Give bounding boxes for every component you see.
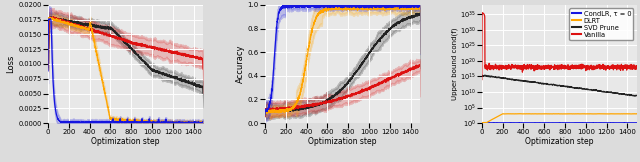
Legend: CondLR, τ = 0, DLRT, SVD Prune, Vanilla: CondLR, τ = 0, DLRT, SVD Prune, Vanilla xyxy=(569,8,634,40)
X-axis label: Optimization step: Optimization step xyxy=(525,137,593,146)
Y-axis label: Upper bound cond(f): Upper bound cond(f) xyxy=(452,28,458,100)
Y-axis label: Accuracy: Accuracy xyxy=(236,45,244,83)
Y-axis label: Loss: Loss xyxy=(6,55,15,73)
X-axis label: Optimization step: Optimization step xyxy=(92,137,160,146)
X-axis label: Optimization step: Optimization step xyxy=(308,137,377,146)
